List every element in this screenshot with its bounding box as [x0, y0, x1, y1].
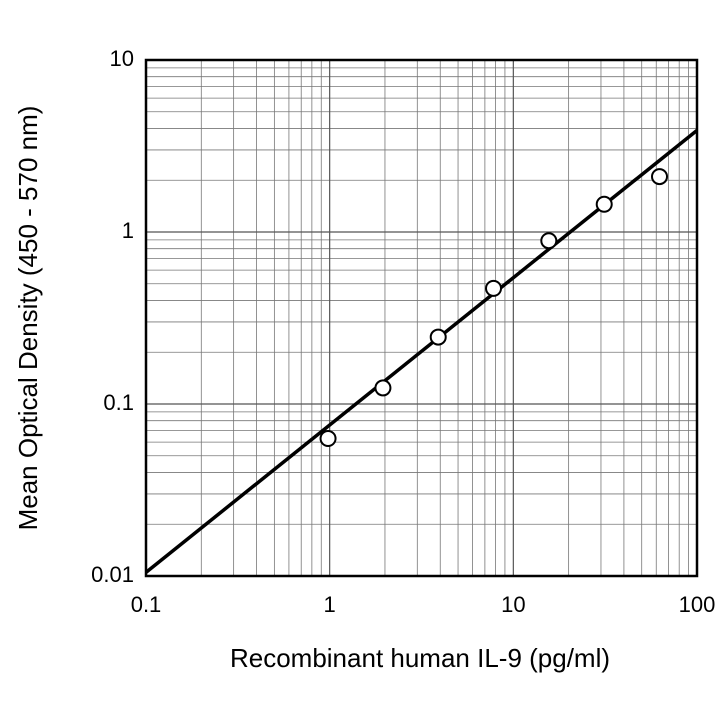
y-tick-label: 10	[110, 46, 134, 71]
x-tick-label: 1	[324, 592, 336, 617]
y-tick-label: 0.1	[103, 390, 134, 415]
x-tick-label: 0.1	[131, 592, 162, 617]
x-tick-label: 100	[679, 592, 716, 617]
y-tick-label: 1	[122, 218, 134, 243]
data-point	[374, 379, 392, 397]
data-point	[485, 279, 503, 297]
y-tick-label: 0.01	[91, 562, 134, 587]
x-axis-label: Recombinant human IL-9 (pg/ml)	[230, 643, 610, 673]
y-axis-label: Mean Optical Density (450 - 570 nm)	[13, 106, 43, 531]
data-point	[540, 232, 558, 250]
fit-line	[144, 128, 699, 574]
data-point	[595, 195, 613, 213]
data-point	[651, 168, 669, 186]
plot-frame	[144, 58, 699, 578]
data-point	[429, 328, 447, 346]
x-tick-label: 10	[501, 592, 525, 617]
data-point	[319, 430, 337, 448]
